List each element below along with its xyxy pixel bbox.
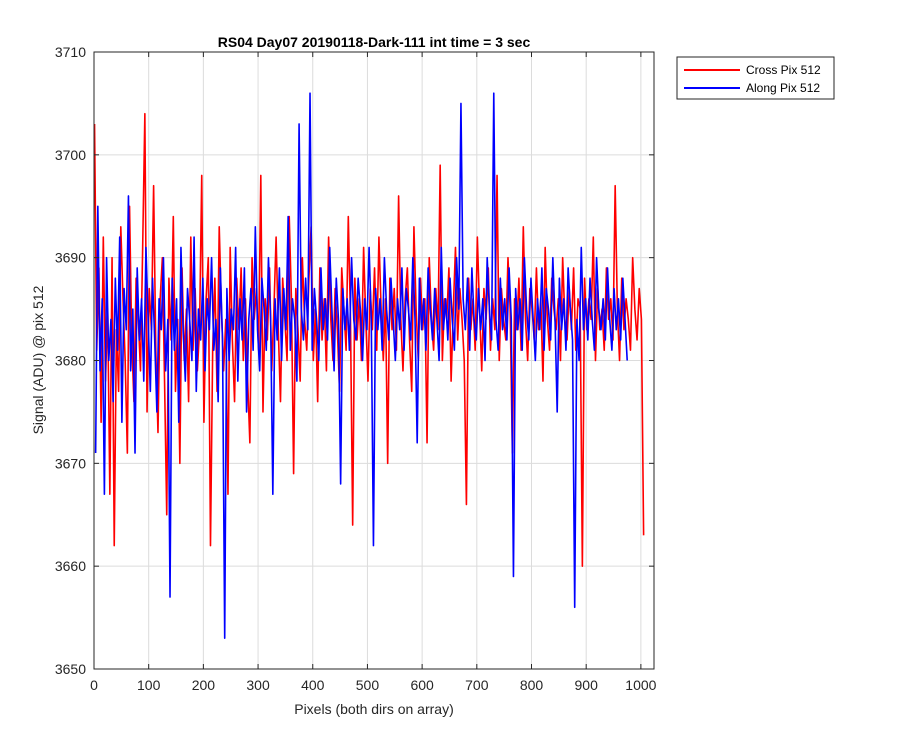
legend: Cross Pix 512 Along Pix 512 — [676, 56, 835, 100]
data-series — [93, 92, 645, 639]
x-tick-label: 300 — [246, 677, 270, 693]
y-tick-label: 3660 — [55, 558, 86, 574]
legend-label-cross: Cross Pix 512 — [746, 63, 821, 77]
legend-label-along: Along Pix 512 — [746, 81, 820, 95]
x-tick-label: 1000 — [625, 677, 656, 693]
x-tick-label: 500 — [356, 677, 380, 693]
x-tick-label: 600 — [410, 677, 434, 693]
y-tick-label: 3700 — [55, 147, 86, 163]
x-tick-label: 400 — [301, 677, 325, 693]
y-tick-label: 3710 — [55, 44, 86, 60]
y-axis-label: Signal (ADU) @ pix 512 — [30, 285, 46, 434]
x-tick-label: 0 — [90, 677, 98, 693]
x-tick-label: 100 — [137, 677, 161, 693]
x-tick-label: 200 — [192, 677, 216, 693]
chart-title: RS04 Day07 20190118-Dark-111 int time = … — [218, 34, 531, 50]
legend-box — [676, 56, 835, 100]
y-tick-label: 3670 — [55, 455, 86, 471]
y-tick-label: 3690 — [55, 250, 86, 266]
x-tick-label: 800 — [520, 677, 544, 693]
y-tick-label: 3650 — [55, 661, 86, 677]
series-line-along-pix-512 — [94, 92, 628, 639]
y-tick-label: 3680 — [55, 353, 86, 369]
axis-ticks: 0 100 200 300 400 500 600 700 800 900 1000 3650 3660… — [55, 44, 657, 693]
x-tick-label: 700 — [465, 677, 489, 693]
x-axis-label: Pixels (both dirs on array) — [294, 701, 454, 717]
x-tick-label: 900 — [575, 677, 599, 693]
